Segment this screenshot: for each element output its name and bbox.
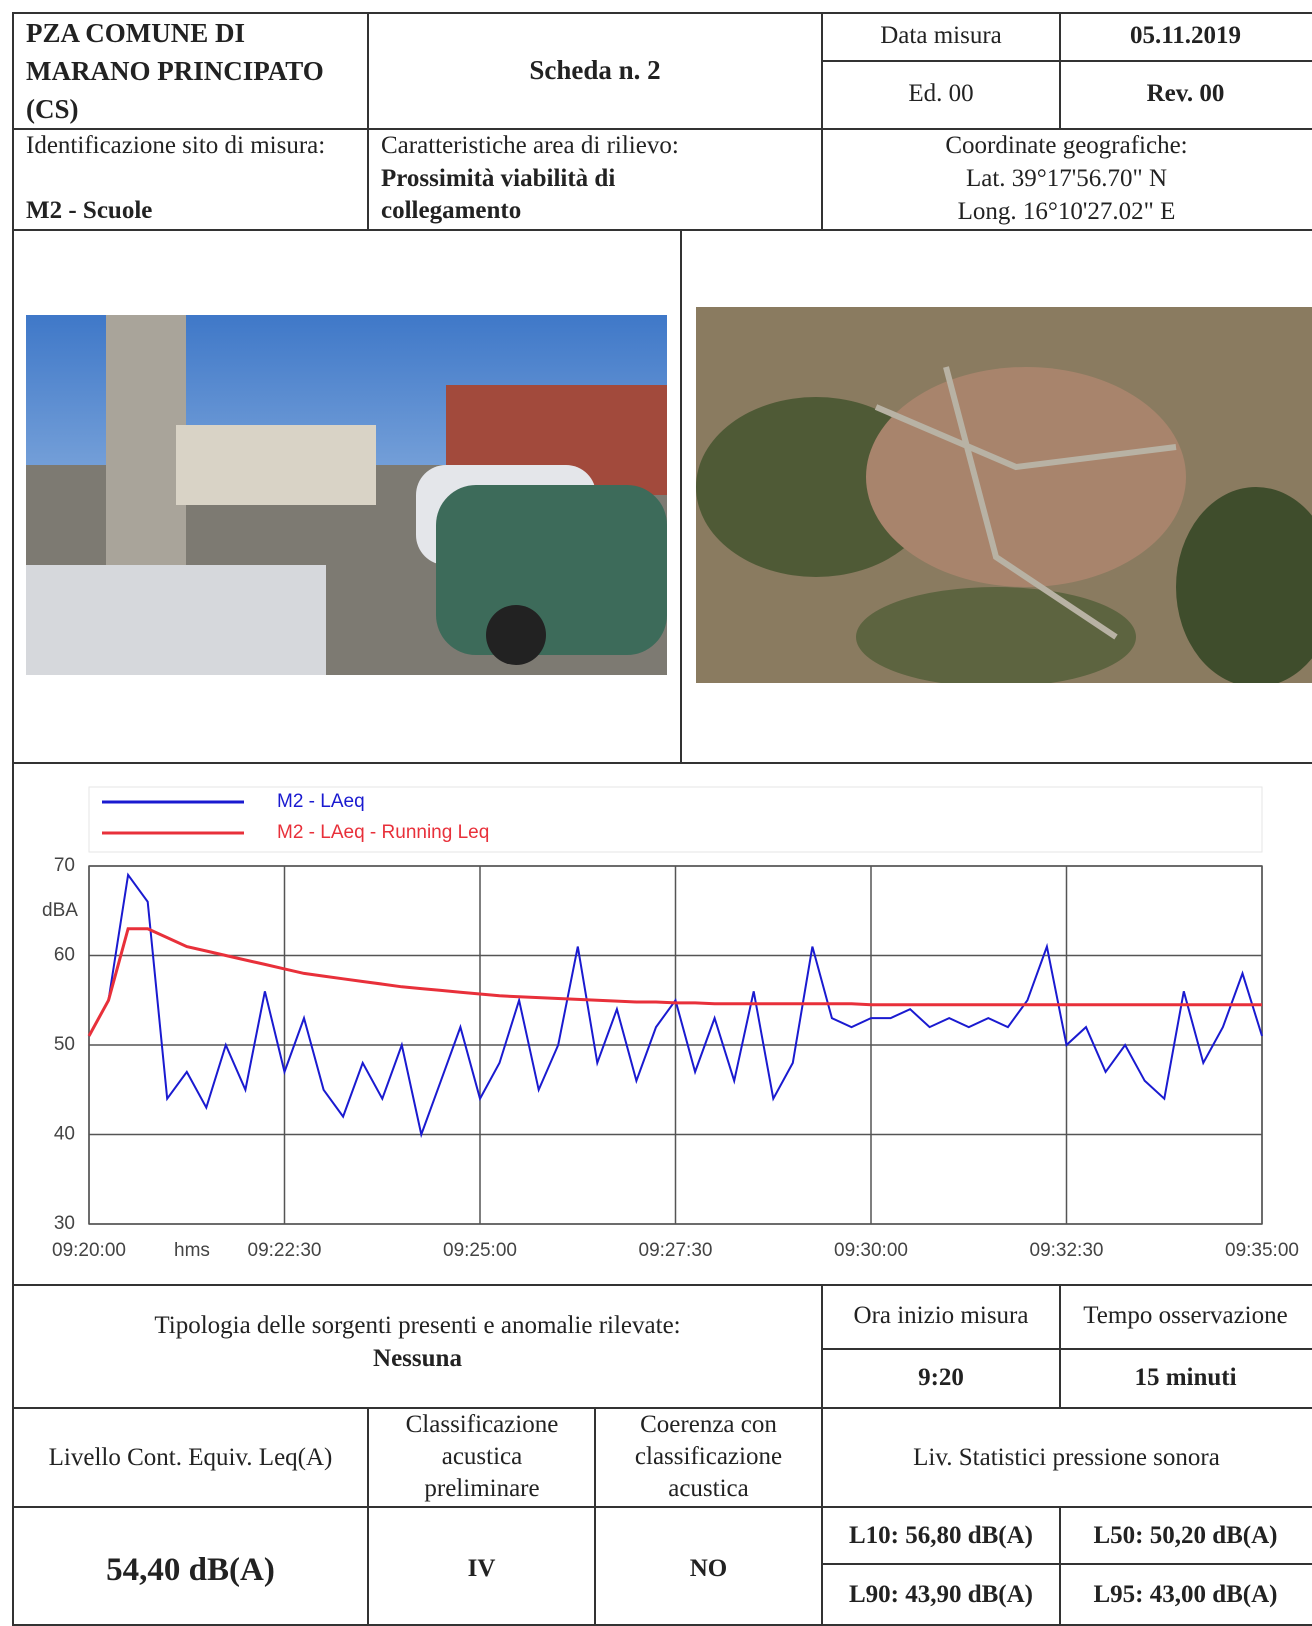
y-tick-label: 40 [54, 1124, 75, 1145]
page: {"header":{"title":"PZA COMUNE DI MARANO… [0, 0, 1312, 1620]
scheda: Scheda n. 2 [367, 54, 823, 86]
legend-box [89, 787, 1262, 852]
x-axis-label: hms [174, 1240, 210, 1261]
y-tick-label: 70 [54, 855, 75, 876]
x-tick-label: 09:30:00 [834, 1240, 908, 1261]
stat: L95: 43,00 dB(A) [1059, 1579, 1312, 1611]
coord-lat: Lat. 39°17'56.70" N [821, 163, 1312, 195]
sources-label: Tipologia delle sorgenti presenti e anom… [12, 1310, 823, 1342]
legend-label: M2 - LAeq - Running Leq [277, 822, 489, 843]
x-tick-label: 09:35:00 [1225, 1240, 1299, 1261]
map-image [696, 307, 1312, 683]
stat: L90: 43,90 dB(A) [821, 1579, 1061, 1611]
stat: L50: 50,20 dB(A) [1059, 1520, 1312, 1552]
legend-label: M2 - LAeq [277, 791, 365, 812]
site-value: M2 - Scuole [26, 195, 356, 227]
y-axis-label: dBA [42, 900, 78, 921]
start-value: 9:20 [821, 1362, 1061, 1394]
y-tick-label: 30 [54, 1213, 75, 1234]
coord-label: Coordinate geografiche: [821, 130, 1312, 162]
edition: Ed. 00 [821, 78, 1061, 110]
stat: L10: 56,80 dB(A) [821, 1520, 1061, 1552]
coord-long: Long. 16°10'27.02" E [821, 196, 1312, 228]
sources-value: Nessuna [12, 1343, 823, 1375]
x-tick-label: 09:25:00 [443, 1240, 517, 1261]
y-tick-label: 50 [54, 1034, 75, 1055]
duration-label: Tempo osservazione [1059, 1300, 1312, 1332]
x-tick-label: 09:32:30 [1030, 1240, 1104, 1261]
site-label: Identificazione sito di misura: [26, 130, 326, 162]
results-header: Classificazione acustica preliminare [387, 1409, 577, 1505]
start-label: Ora inizio misura [821, 1300, 1061, 1332]
results-header: Liv. Statistici pressione sonora [821, 1442, 1312, 1474]
area-label: Caratteristiche area di rilievo: [381, 130, 801, 162]
date-value: 05.11.2019 [1059, 20, 1312, 52]
results-header: Coerenza con classificazione acustica [605, 1409, 812, 1505]
area-value: Prossimità viabilità di collegamento [381, 163, 701, 227]
duration-value: 15 minuti [1059, 1362, 1312, 1394]
classification: IV [367, 1553, 596, 1585]
date-label: Data misura [821, 20, 1061, 52]
x-tick-label: 09:22:30 [248, 1240, 322, 1261]
revision: Rev. 00 [1059, 78, 1312, 110]
x-tick-label: 09:27:30 [639, 1240, 713, 1261]
site-photo [26, 315, 667, 675]
chart: hms dBA 30 40 50 60 70 09:20:00 09:22:30 09:25:… [12, 762, 1312, 1284]
leq-value: 54,40 dB(A) [12, 1550, 369, 1590]
x-tick-label: 09:20:00 [52, 1240, 126, 1261]
y-tick-label: 60 [54, 945, 75, 966]
results-header: Livello Cont. Equiv. Leq(A) [12, 1442, 369, 1474]
header-title: PZA COMUNE DI MARANO PRINCIPATO (CS) [26, 14, 326, 128]
coherence: NO [594, 1553, 823, 1585]
